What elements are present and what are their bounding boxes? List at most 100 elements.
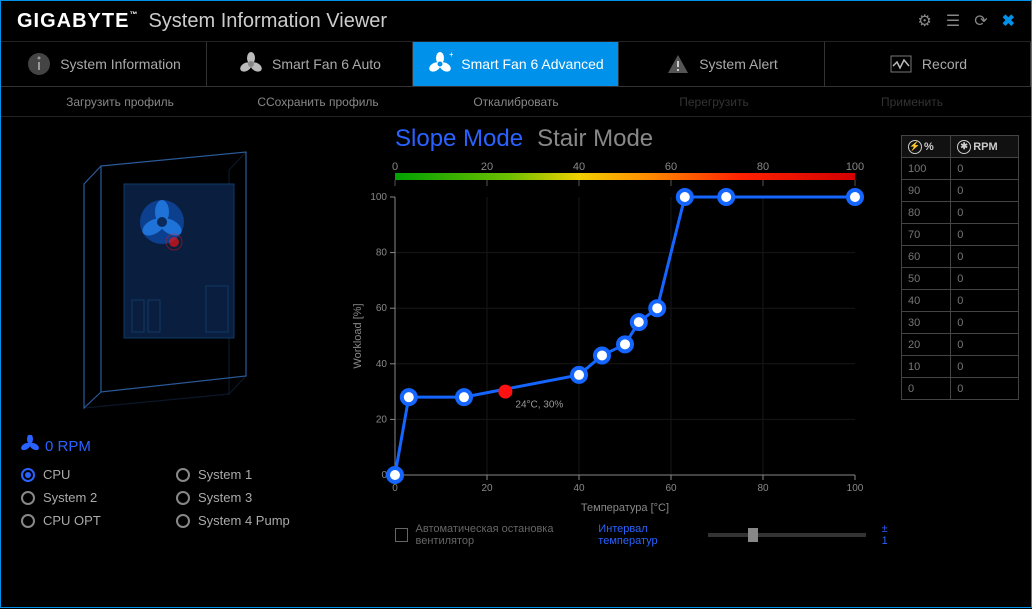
table-row: 200 (902, 334, 1019, 356)
autostop-checkbox[interactable] (395, 528, 408, 542)
cell-pct: 90 (902, 180, 951, 202)
cell-rpm: 0 (951, 224, 1019, 246)
right-panel: ⚡% ✱RPM 10009008007006005004003002001000… (901, 117, 1031, 609)
cell-pct: 10 (902, 356, 951, 378)
sensor-radio[interactable]: CPU (21, 467, 166, 482)
radio-dot (176, 514, 190, 528)
sensor-radio[interactable]: System 4 Pump (176, 513, 321, 528)
svg-text:24°C, 30%: 24°C, 30% (515, 400, 563, 411)
tab-label: Smart Fan 6 Advanced (461, 56, 603, 72)
fan-table: ⚡% ✱RPM 10009008007006005004003002001000… (901, 135, 1019, 400)
exit-icon[interactable]: ✖ (1002, 11, 1015, 31)
col-rpm: ✱RPM (951, 136, 1019, 158)
interval-value: ± 1 (882, 523, 895, 547)
curve-point[interactable] (388, 468, 402, 482)
tab-label: Record (922, 56, 967, 72)
curve-point[interactable] (572, 368, 586, 382)
rpm-readout: 0 RPM (21, 435, 321, 457)
fan-icon (238, 51, 264, 77)
cell-pct: 60 (902, 246, 951, 268)
curve-point[interactable] (457, 390, 471, 404)
svg-text:0: 0 (392, 161, 398, 173)
svg-text:80: 80 (757, 483, 769, 494)
refresh-icon[interactable]: ⟳ (974, 11, 987, 31)
curve-point[interactable] (650, 301, 664, 315)
mode-stair[interactable]: Stair Mode (537, 125, 653, 153)
svg-text:+: + (449, 51, 453, 59)
app-title: System Information Viewer (148, 10, 387, 33)
sensor-label: System 4 Pump (198, 513, 290, 528)
sensor-list: CPU System 1 System 2 System 3 CPU OPT System… (21, 467, 321, 528)
tab-system-information[interactable]: System Information (1, 42, 207, 86)
table-row: 700 (902, 224, 1019, 246)
cell-rpm: 0 (951, 158, 1019, 180)
svg-text:60: 60 (376, 303, 388, 314)
cell-pct: 70 (902, 224, 951, 246)
svg-text:60: 60 (665, 161, 677, 173)
radio-dot (176, 468, 190, 482)
apply-button: Применить (813, 95, 1011, 109)
svg-text:0: 0 (392, 483, 398, 494)
curve-point[interactable] (678, 190, 692, 204)
svg-text:100: 100 (847, 483, 864, 494)
load-profile-button[interactable]: Загрузить профиль (21, 95, 219, 109)
curve-point[interactable] (595, 348, 609, 362)
cell-pct: 20 (902, 334, 951, 356)
svg-text:20: 20 (376, 414, 388, 425)
cell-rpm: 0 (951, 202, 1019, 224)
live-point (498, 385, 512, 399)
curve-point[interactable] (719, 190, 733, 204)
fan-curve-chart[interactable]: 020406080100020406080100020406080100Темп… (347, 157, 895, 517)
table-row: 800 (902, 202, 1019, 224)
sensor-radio[interactable]: CPU OPT (21, 513, 166, 528)
alert-icon (665, 51, 691, 77)
mode-slope[interactable]: Slope Mode (395, 125, 523, 153)
radio-dot (21, 514, 35, 528)
center-panel: Slope Mode Stair Mode 020406080100020406… (341, 117, 901, 609)
svg-text:40: 40 (573, 483, 585, 494)
interval-slider[interactable] (708, 533, 866, 537)
curve-point[interactable] (848, 190, 862, 204)
svg-text:40: 40 (573, 161, 585, 173)
sensor-label: System 1 (198, 467, 252, 482)
tab-system-alert[interactable]: System Alert (619, 42, 825, 86)
curve-point[interactable] (632, 315, 646, 329)
svg-text:80: 80 (757, 161, 769, 173)
left-panel: 0 RPM CPU System 1 System 2 System 3 CPU OPT… (1, 117, 341, 609)
sensor-radio[interactable]: System 1 (176, 467, 321, 482)
radio-dot (176, 491, 190, 505)
app-window: GIGABYTE™ System Information Viewer ⚙ ☰ … (0, 0, 1032, 608)
sensor-label: CPU (43, 467, 70, 482)
record-icon (888, 51, 914, 77)
sensor-radio[interactable]: System 3 (176, 490, 321, 505)
save-profile-button[interactable]: ССохранить профиль (219, 95, 417, 109)
cell-rpm: 0 (951, 334, 1019, 356)
svg-text:100: 100 (846, 161, 864, 173)
list-icon[interactable]: ☰ (946, 11, 960, 31)
cell-pct: 80 (902, 202, 951, 224)
sensor-label: System 2 (43, 490, 97, 505)
slider-thumb[interactable] (748, 528, 758, 542)
case-diagram (21, 129, 321, 429)
table-row: 300 (902, 312, 1019, 334)
curve-point[interactable] (402, 390, 416, 404)
title-icons: ⚙ ☰ ⟳ ✖ (918, 11, 1016, 31)
tab-label: System Information (60, 56, 181, 72)
fan-plus-icon: + (427, 51, 453, 77)
calibrate-button[interactable]: Откалибровать (417, 95, 615, 109)
sensor-radio[interactable]: System 2 (21, 490, 166, 505)
table-row: 600 (902, 246, 1019, 268)
cell-rpm: 0 (951, 246, 1019, 268)
interval-label: Интервал температур (598, 523, 696, 547)
gear-icon[interactable]: ⚙ (918, 11, 932, 31)
svg-text:100: 100 (370, 192, 387, 203)
mode-switch: Slope Mode Stair Mode (347, 125, 895, 153)
cell-rpm: 0 (951, 356, 1019, 378)
tab-smart-fan-advanced[interactable]: + Smart Fan 6 Advanced (413, 42, 619, 86)
tab-smart-fan-auto[interactable]: Smart Fan 6 Auto (207, 42, 413, 86)
tab-record[interactable]: Record (825, 42, 1031, 86)
radio-dot (21, 468, 35, 482)
cell-pct: 0 (902, 378, 951, 400)
curve-point[interactable] (618, 337, 632, 351)
svg-text:80: 80 (376, 248, 388, 259)
